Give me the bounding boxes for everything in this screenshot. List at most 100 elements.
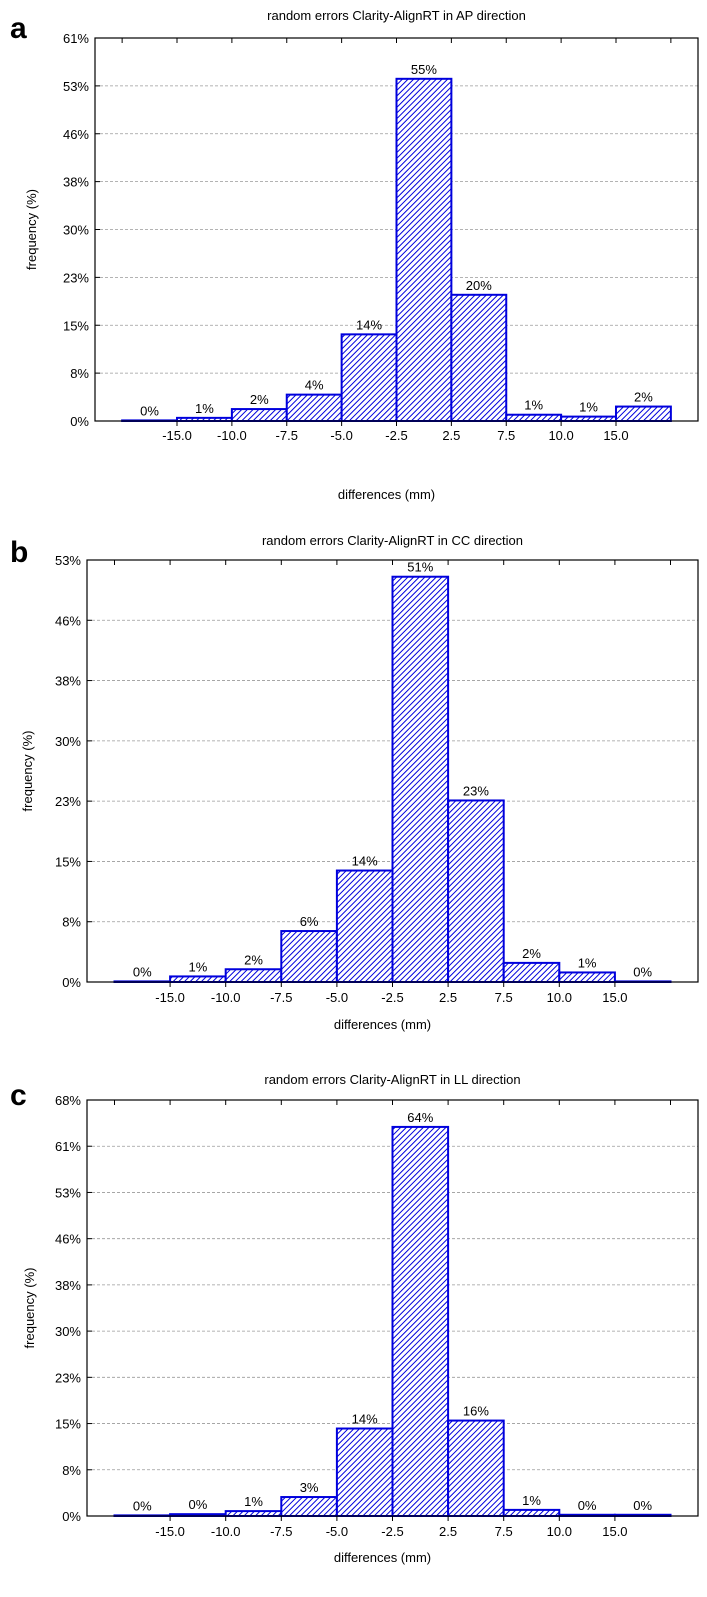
x-tick-label: -10.0 — [211, 1524, 241, 1539]
bar-value-label: 1% — [578, 955, 597, 970]
x-tick-label: -2.5 — [381, 990, 403, 1005]
bar-value-label: 0% — [633, 1498, 652, 1513]
y-tick-label: 15% — [55, 854, 81, 869]
bar-value-label: 1% — [244, 1494, 263, 1509]
y-tick-label: 46% — [63, 127, 89, 142]
chart-panel-c: c random errors Clarity-AlignRT in LL dir… — [10, 1072, 699, 1565]
bar-value-label: 4% — [305, 378, 324, 393]
y-tick-label: 15% — [55, 1417, 81, 1432]
x-tick-label: 2.5 — [439, 1524, 457, 1539]
x-tick-label: 15.0 — [603, 428, 628, 443]
y-tick-label: 38% — [55, 674, 81, 689]
bar — [391, 575, 450, 983]
chart-title: random errors Clarity-AlignRT in AP dire… — [267, 8, 526, 23]
bar-value-label: 23% — [463, 783, 489, 798]
bar-value-label: 2% — [250, 392, 269, 407]
bar-value-label: 0% — [133, 1498, 152, 1513]
bar — [505, 413, 563, 423]
x-tick-label: -2.5 — [381, 1524, 403, 1539]
y-tick-label: 8% — [62, 915, 81, 930]
bar — [447, 1419, 505, 1517]
y-tick-label: 38% — [63, 175, 89, 190]
bar — [224, 1510, 283, 1517]
y-tick-label: 53% — [55, 553, 81, 568]
y-tick-label: 23% — [63, 270, 89, 285]
x-tick-label: 7.5 — [495, 990, 513, 1005]
y-axis-label: frequency (%) — [20, 731, 35, 812]
bar-value-label: 14% — [356, 317, 382, 332]
x-tick-label: -15.0 — [155, 990, 185, 1005]
x-tick-label: -2.5 — [385, 428, 407, 443]
bar-value-label: 1% — [579, 400, 598, 415]
x-tick-label: -7.5 — [270, 990, 292, 1005]
bar — [335, 869, 394, 984]
x-tick-label: 7.5 — [495, 1524, 513, 1539]
bar-value-label: 0% — [188, 1497, 207, 1512]
bar — [285, 393, 343, 423]
bar-value-label: 14% — [352, 1412, 378, 1427]
bar-value-label: 1% — [188, 959, 207, 974]
x-tick-label: 7.5 — [497, 428, 515, 443]
bar-value-label: 1% — [524, 398, 543, 413]
bar — [560, 415, 617, 423]
bar — [169, 975, 227, 983]
bar-value-label: 20% — [466, 278, 492, 293]
x-axis-label: differences (mm) — [338, 487, 435, 502]
x-tick-label: 10.0 — [548, 428, 573, 443]
x-tick-label: 10.0 — [547, 1524, 572, 1539]
bar-value-label: 0% — [633, 964, 652, 979]
y-tick-label: 8% — [70, 366, 89, 381]
x-tick-label: -10.0 — [211, 990, 241, 1005]
y-tick-label: 46% — [55, 613, 81, 628]
x-tick-label: -10.0 — [217, 428, 247, 443]
y-axis-label: frequency (%) — [24, 189, 39, 270]
panel-letter: b — [10, 536, 28, 569]
bar — [558, 971, 616, 984]
panel-letter: c — [10, 1079, 27, 1112]
panel-letter: a — [10, 12, 27, 45]
bar-value-label: 6% — [300, 914, 319, 929]
y-tick-label: 8% — [62, 1463, 81, 1478]
x-tick-label: -15.0 — [155, 1524, 185, 1539]
bar — [450, 293, 508, 423]
chart-panel-b: b random errors Clarity-AlignRT in CC dir… — [10, 533, 699, 1032]
chart-title: random errors Clarity-AlignRT in LL dire… — [264, 1072, 520, 1087]
bar-value-label: 2% — [634, 390, 653, 405]
bar-value-label: 0% — [578, 1498, 597, 1513]
y-tick-label: 61% — [55, 1139, 81, 1154]
y-tick-label: 0% — [70, 414, 89, 429]
chart-panel-a: a random errors Clarity-AlignRT in AP dir… — [10, 8, 699, 502]
y-tick-label: 68% — [55, 1093, 81, 1108]
bar-value-label: 0% — [133, 964, 152, 979]
bar — [224, 968, 283, 983]
x-axis-label: differences (mm) — [334, 1017, 431, 1032]
x-tick-label: -15.0 — [162, 428, 192, 443]
x-tick-label: -5.0 — [326, 990, 348, 1005]
y-tick-label: 23% — [55, 794, 81, 809]
y-tick-label: 15% — [63, 318, 89, 333]
bar — [447, 799, 505, 984]
bar-value-label: 3% — [300, 1480, 319, 1495]
chart-title: random errors Clarity-AlignRT in CC dire… — [262, 533, 523, 548]
y-tick-label: 53% — [55, 1185, 81, 1200]
x-axis-label: differences (mm) — [334, 1550, 431, 1565]
bar-value-label: 55% — [411, 62, 437, 77]
x-tick-label: -7.5 — [270, 1524, 292, 1539]
bar — [230, 408, 288, 423]
y-axis-label: frequency (%) — [22, 1268, 37, 1349]
bar — [395, 77, 453, 423]
x-tick-label: 15.0 — [602, 990, 627, 1005]
x-tick-label: -5.0 — [326, 1524, 348, 1539]
y-tick-label: 53% — [63, 79, 89, 94]
y-tick-label: 0% — [62, 975, 81, 990]
bar — [391, 1125, 450, 1517]
y-tick-label: 30% — [63, 223, 89, 238]
bar — [340, 333, 398, 422]
bar — [502, 961, 561, 983]
bar — [614, 405, 672, 423]
bar-value-label: 14% — [352, 854, 378, 869]
bar-value-label: 0% — [140, 403, 159, 418]
bar-value-label: 16% — [463, 1404, 489, 1419]
x-tick-label: 2.5 — [442, 428, 460, 443]
bar-value-label: 2% — [522, 946, 541, 961]
